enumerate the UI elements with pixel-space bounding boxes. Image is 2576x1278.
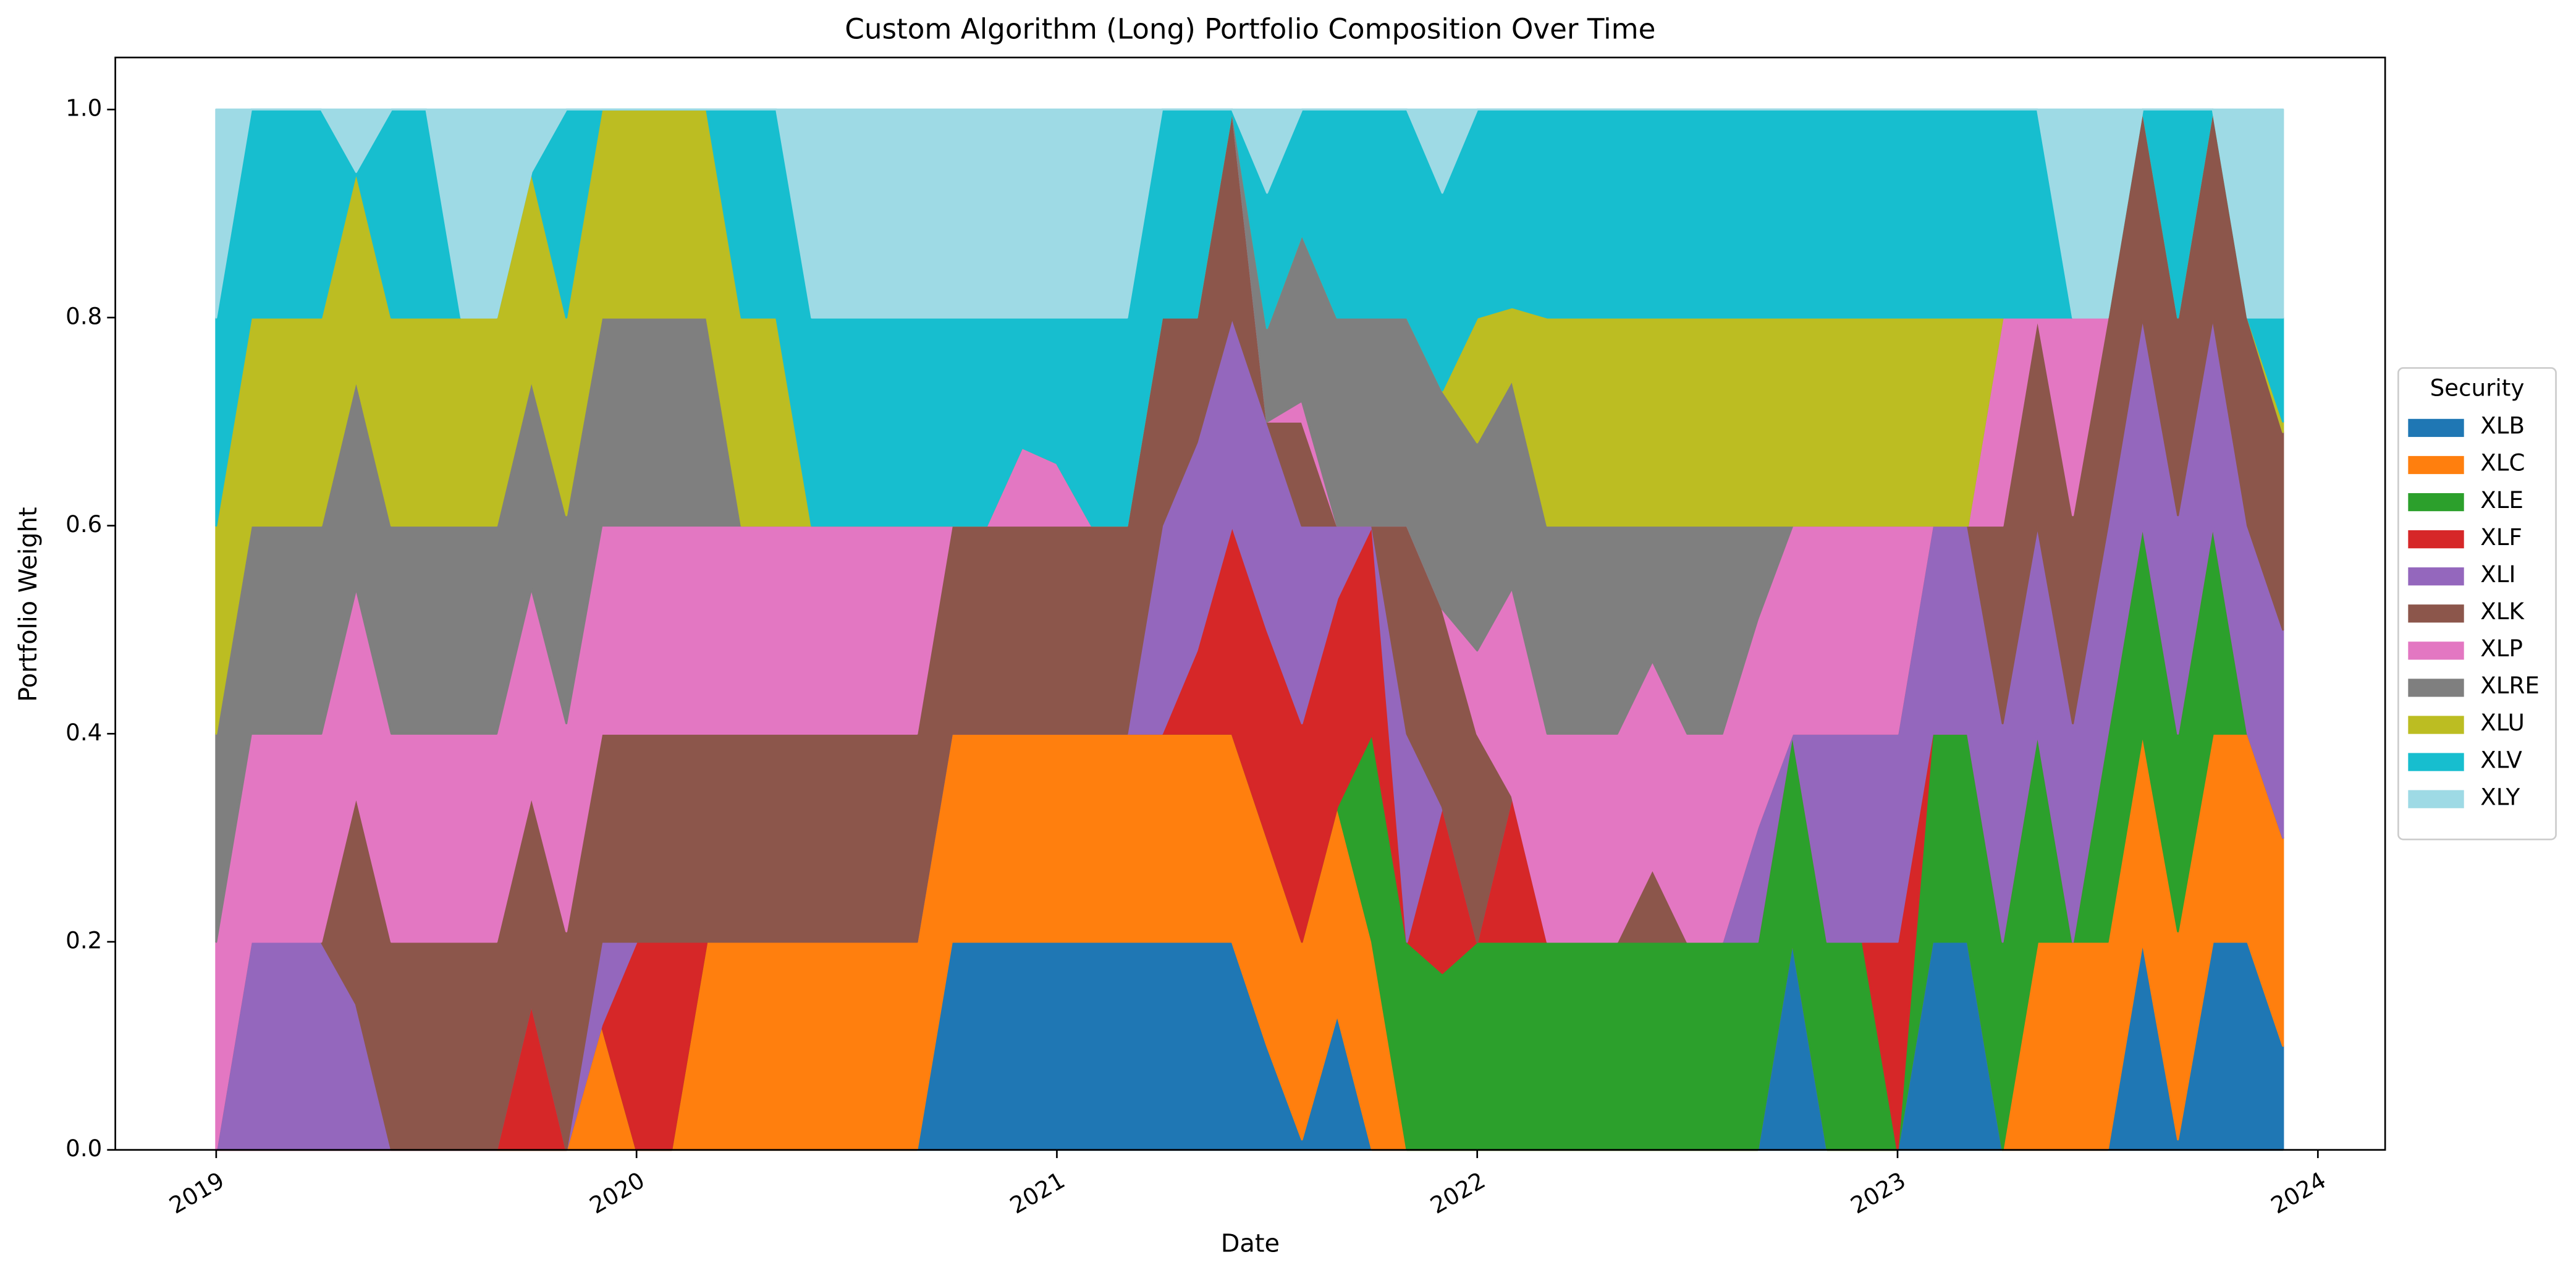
plot-frame	[114, 56, 2386, 1151]
y-tick-label: 0.6	[65, 510, 102, 538]
y-tick-label: 0.2	[65, 926, 102, 954]
y-tick-label: 1.0	[65, 95, 102, 122]
legend-swatch	[2408, 753, 2464, 771]
legend-swatch	[2408, 567, 2464, 586]
legend-label: XLC	[2480, 449, 2525, 476]
legend: Security XLB XLC XLE XLF XLI XLK XLP XLRE XLU XLV…	[2397, 367, 2557, 840]
legend-label: XLE	[2480, 486, 2523, 514]
x-axis-label: Date	[1221, 1229, 1280, 1258]
legend-label: XLP	[2480, 635, 2523, 662]
plot-areas	[215, 108, 2284, 1151]
legend-label: XLV	[2480, 746, 2522, 773]
legend-swatch	[2408, 530, 2464, 549]
area	[215, 108, 2284, 319]
legend-swatch	[2408, 493, 2464, 512]
legend-swatch	[2408, 604, 2464, 623]
y-tick-label: 0.8	[65, 302, 102, 329]
legend-label: XLF	[2480, 523, 2522, 551]
legend-swatch	[2408, 790, 2464, 808]
legend-label: XLB	[2480, 412, 2525, 439]
legend-swatch	[2408, 641, 2464, 660]
legend-title: Security	[2430, 374, 2525, 401]
legend-label: XLY	[2480, 783, 2520, 810]
y-axis-label: Portfolio Weight	[14, 507, 43, 702]
legend-label: XLI	[2480, 561, 2515, 588]
legend-swatch	[2408, 455, 2464, 475]
legend-swatch	[2408, 716, 2464, 734]
legend-swatch	[2408, 418, 2464, 438]
legend-swatch	[2408, 679, 2464, 697]
y-tick-label: 0.4	[65, 719, 102, 746]
legend-label: XLU	[2480, 709, 2525, 736]
chart-title: Custom Algorithm (Long) Portfolio Compos…	[845, 13, 1655, 46]
legend-label: XLRE	[2480, 672, 2540, 699]
legend-label: XLK	[2480, 598, 2525, 625]
y-tick-label: 0.0	[65, 1135, 102, 1162]
